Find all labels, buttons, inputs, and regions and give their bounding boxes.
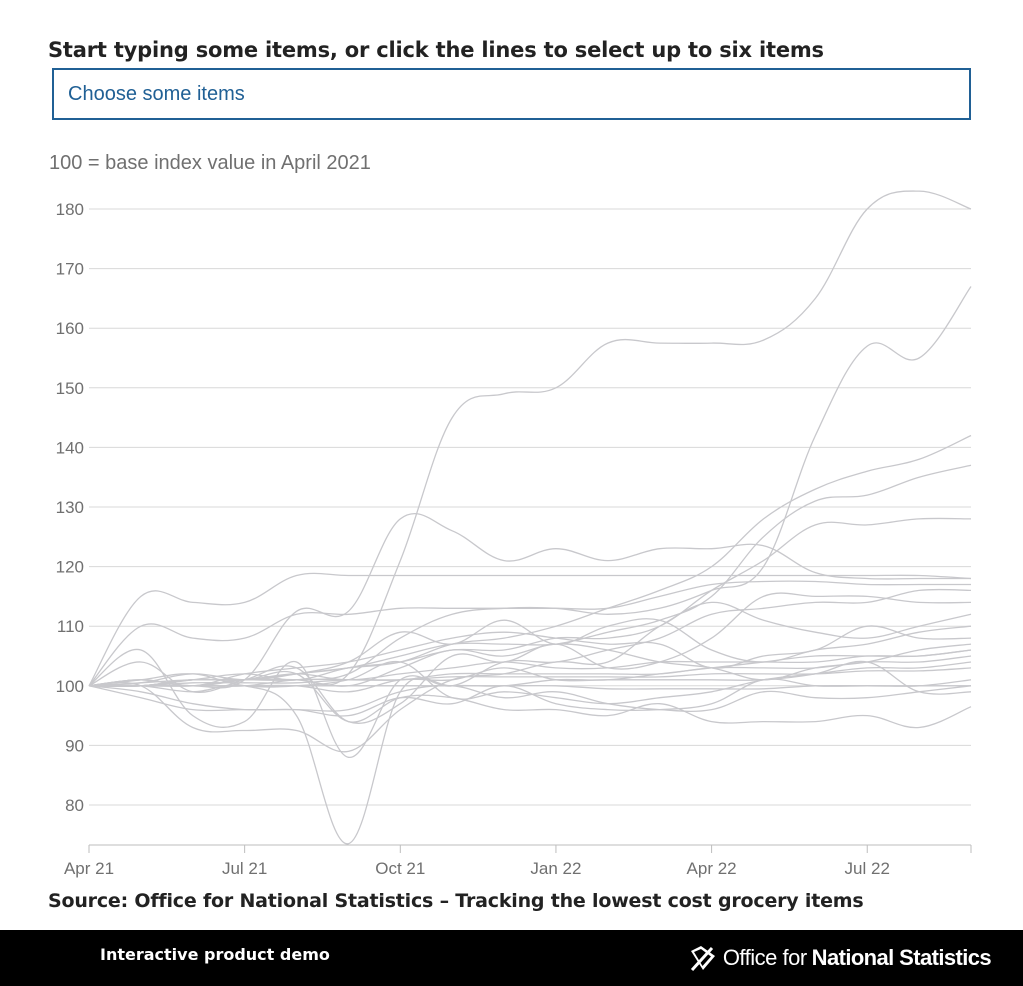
gridlines — [89, 208, 971, 806]
series-line[interactable] — [88, 190, 972, 687]
chart-prompt-heading: Start typing some items, or click the li… — [48, 38, 824, 62]
x-tick-label: Apr 22 — [687, 859, 737, 878]
series-line[interactable] — [88, 601, 972, 753]
series-line[interactable] — [88, 592, 972, 724]
x-tick-label: Oct 21 — [375, 859, 425, 878]
y-tick-label: 140 — [56, 438, 84, 457]
series-line[interactable] — [88, 572, 972, 687]
y-tick-label: 150 — [56, 379, 84, 398]
series-line[interactable] — [88, 670, 972, 729]
footer-bar: Interactive product demo Office for Nati… — [0, 930, 1023, 986]
item-search-input[interactable] — [52, 68, 971, 120]
x-axis: Apr 21 Jul 21 Oct 21 Jan 22 Apr 22 Jul 22 — [64, 844, 972, 878]
y-tick-label: 110 — [57, 617, 84, 636]
y-tick-label: 120 — [56, 558, 84, 577]
y-tick-label: 170 — [56, 260, 84, 279]
series-line[interactable] — [88, 684, 972, 712]
line-chart: 80 90 100 110 120 130 140 150 160 170 180 Apr 21 Ju… — [56, 190, 972, 878]
x-tick-label: Jul 21 — [222, 859, 267, 878]
x-tick-label: Apr 21 — [64, 859, 114, 878]
chart-source: Source: Office for National Statistics –… — [48, 890, 864, 912]
y-axis: 80 90 100 110 120 130 140 150 160 170 180 — [56, 200, 84, 815]
org-name-regular: Office for — [722, 945, 807, 970]
series-line[interactable] — [88, 649, 972, 845]
series-line[interactable] — [88, 580, 971, 687]
y-tick-label: 90 — [65, 736, 84, 755]
y-tick-label: 100 — [56, 677, 84, 696]
footer-label: Interactive product demo — [100, 945, 330, 964]
series-line[interactable] — [88, 625, 972, 687]
chart-subtitle: 100 = base index value in April 2021 — [49, 152, 371, 174]
series-line[interactable] — [88, 588, 972, 758]
y-tick-label: 130 — [56, 498, 84, 517]
series-line[interactable] — [88, 660, 972, 695]
y-tick-label: 80 — [65, 796, 84, 815]
series-lines[interactable] — [88, 190, 972, 845]
x-tick-label: Jul 22 — [845, 859, 890, 878]
series-line[interactable] — [88, 667, 972, 687]
series-line[interactable] — [88, 434, 972, 687]
ons-logo[interactable]: Office for National Statistics — [689, 942, 992, 974]
y-tick-label: 160 — [56, 319, 84, 338]
x-tick-label: Jan 22 — [530, 859, 581, 878]
y-tick-label: 180 — [56, 200, 84, 219]
ons-logo-icon — [690, 946, 715, 972]
org-name-bold: National Statistics — [811, 945, 992, 970]
